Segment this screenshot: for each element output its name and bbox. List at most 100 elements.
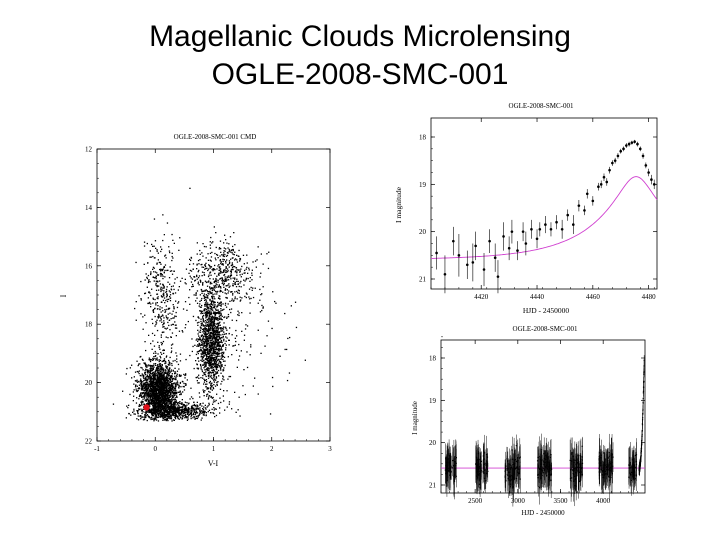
cmd-star-point [177, 417, 179, 420]
cmd-star-point [175, 352, 177, 354]
cmd-star-point [176, 415, 178, 417]
cmd-star-point [199, 303, 201, 305]
cmd-star-point [154, 398, 156, 400]
cmd-star-point [199, 326, 201, 328]
cmd-star-point [214, 337, 217, 339]
cmd-star-point [162, 377, 164, 379]
cmd-star-point [184, 401, 186, 403]
cmd-star-point [162, 388, 164, 390]
cmd-star-point [152, 390, 155, 392]
cmd-star-point [153, 386, 155, 388]
cmd-star-point [224, 234, 226, 236]
cmd-star-point [171, 406, 173, 408]
cmd-star-point [260, 253, 262, 255]
cmd-star-point [181, 410, 183, 412]
cmd-star-point [147, 399, 149, 401]
cmd-star-point [144, 399, 146, 402]
cmd-star-point [207, 275, 210, 278]
cmd-star-point [150, 393, 152, 395]
cmd-star-point [170, 381, 173, 383]
cmd-star-point [156, 366, 159, 368]
cmd-star-point [175, 401, 177, 403]
cmd-star-point [151, 384, 153, 386]
cmd-star-point [155, 382, 157, 384]
cmd-star-point [157, 403, 159, 405]
cmd-star-point [212, 323, 214, 326]
cmd-star-point [200, 343, 203, 346]
cmd-star-point [154, 390, 156, 392]
cmd-star-point [153, 395, 156, 397]
cmd-star-point [153, 401, 155, 403]
cmd-star-point [205, 354, 207, 356]
cmd-star-point [215, 317, 218, 319]
cmd-star-point [213, 287, 215, 289]
cmd-star-point [164, 397, 166, 399]
cmd-star-point [166, 383, 168, 385]
cmd-star-point [144, 292, 147, 294]
cmd-star-point [158, 386, 160, 388]
cmd-star-point [243, 284, 245, 286]
cmd-star-point [185, 415, 187, 417]
cmd-star-point [172, 392, 174, 394]
cmd-star-point [218, 315, 220, 318]
cmd-star-point [199, 349, 201, 352]
cmd-star-point [167, 415, 169, 417]
cmd-star-point [232, 257, 234, 259]
cmd-star-point [209, 337, 212, 339]
cmd-star-point [161, 382, 164, 385]
cmd-star-point [150, 381, 152, 383]
cmd-star-point [210, 364, 212, 367]
cmd-star-point [225, 293, 228, 295]
cmd-star-point [210, 374, 212, 376]
cmd-star-point [144, 374, 147, 376]
cmd-star-point [149, 417, 151, 419]
cmd-star-point [155, 407, 157, 409]
cmd-star-point [174, 385, 176, 388]
cmd-star-point [151, 387, 154, 389]
cmd-star-point [164, 409, 166, 411]
cmd-star-point [203, 372, 205, 374]
cmd-star-point [200, 310, 202, 312]
cmd-star-point [211, 297, 213, 299]
cmd-star-point [214, 339, 217, 342]
cmd-star-point [142, 374, 144, 376]
cmd-star-point [212, 360, 214, 362]
cmd-star-point [155, 406, 157, 408]
cmd-star-point [160, 386, 162, 388]
cmd-star-point [215, 366, 217, 368]
cmd-star-point [203, 328, 205, 330]
cmd-star-point [207, 291, 209, 293]
cmd-star-point [225, 285, 227, 287]
cmd-star-point [203, 391, 205, 394]
cmd-star-point [182, 406, 184, 408]
cmd-star-point [217, 324, 220, 327]
cmd-star-point [137, 410, 139, 412]
cmd-star-point [163, 402, 165, 404]
cmd-star-point [226, 276, 229, 279]
cmd-star-point [207, 369, 209, 372]
cmd-star-point [151, 365, 153, 367]
cmd-star-point [162, 409, 164, 412]
cmd-star-point [206, 348, 209, 351]
cmd-star-point [207, 318, 209, 320]
cmd-star-point [214, 373, 217, 375]
cmd-star-point [163, 397, 166, 399]
cmd-star-point [213, 380, 215, 382]
cmd-star-point [167, 394, 169, 397]
cmd-star-point [147, 387, 149, 390]
cmd-star-point [185, 408, 187, 411]
cmd-star-point [164, 398, 167, 401]
cmd-star-point [217, 345, 219, 347]
cmd-star-point [206, 359, 208, 361]
cmd-star-point [226, 279, 228, 281]
cmd-star-point [230, 291, 232, 293]
cmd-star-point [226, 259, 228, 261]
cmd-star-point [215, 365, 217, 367]
cmd-star-point [237, 314, 239, 316]
cmd-star-point [175, 392, 177, 395]
cmd-star-point [174, 397, 176, 399]
cmd-star-point [217, 342, 219, 344]
cmd-star-point [214, 340, 216, 342]
cmd-star-point [155, 282, 157, 285]
cmd-star-point [214, 351, 216, 353]
